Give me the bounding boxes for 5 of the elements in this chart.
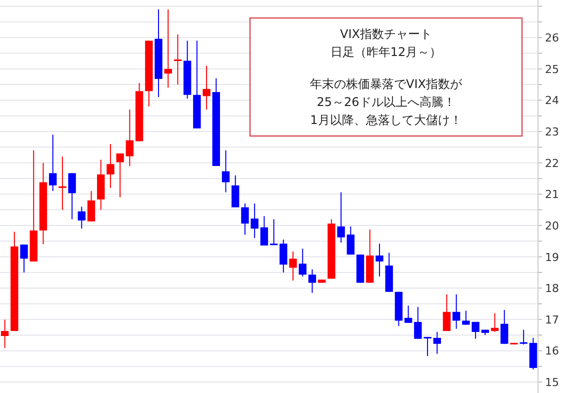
annotation: 年末の株価暴落でVIX指数が [310,77,462,91]
subtitle: 日足（昨年12月～） [330,45,442,59]
annotation: 1月以降、急落して大儲け！ [310,113,462,127]
annotation: 25～26ドル以上へ高騰！ [316,95,456,109]
title: VIX指数チャート [340,27,432,41]
